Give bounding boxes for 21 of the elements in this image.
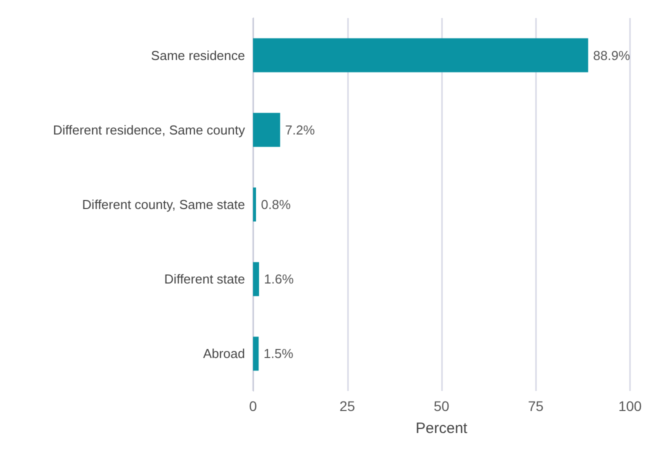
data-label: 88.9% <box>593 48 630 63</box>
y-tick-label: Same residence <box>151 48 245 63</box>
data-label: 0.8% <box>261 197 292 212</box>
y-tick-label: Abroad <box>203 346 245 362</box>
data-label: 1.6% <box>264 272 294 287</box>
bar <box>253 262 260 296</box>
y-tick-label: Different residence, Same county <box>53 122 246 138</box>
data-label: 1.5% <box>264 346 294 362</box>
x-tick-label: 50 <box>434 398 450 414</box>
data-label: 7.2% <box>285 122 316 138</box>
y-tick-label: Different state <box>164 272 245 287</box>
bar <box>253 112 280 147</box>
y-tick-label: Different county, Same state <box>82 197 245 212</box>
x-tick-label: 25 <box>339 398 356 414</box>
x-axis-title: Percent <box>416 420 468 437</box>
x-tick-label: 0 <box>249 398 258 414</box>
x-tick-label: 100 <box>618 398 642 414</box>
bar <box>253 38 588 72</box>
x-tick-label: 75 <box>528 398 544 414</box>
bar <box>253 188 256 222</box>
bar <box>253 336 259 371</box>
